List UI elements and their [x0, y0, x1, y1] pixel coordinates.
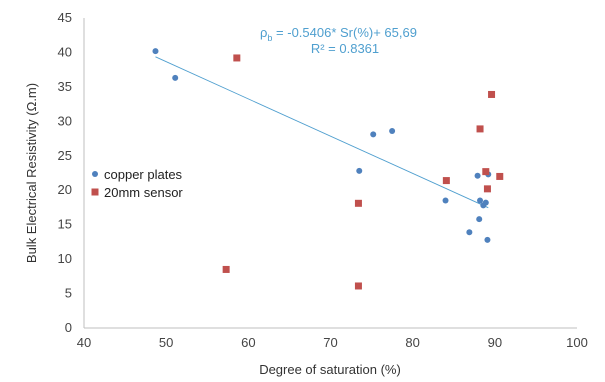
x-tick-label: 70 [323, 335, 337, 350]
point-copper-plates [370, 131, 377, 138]
y-tick-label: 35 [58, 79, 72, 94]
data-markers [152, 48, 504, 290]
point-copper-plates [484, 236, 491, 243]
point-copper-plates [356, 167, 363, 174]
point-20mm-sensor [354, 199, 362, 207]
x-axis-title: Degree of saturation (%) [259, 362, 401, 377]
x-tick-label: 60 [241, 335, 255, 350]
x-tick-label: 100 [566, 335, 588, 350]
y-tick-labels: 0 5 10 15 20 25 30 35 40 45 [58, 10, 72, 335]
point-copper-plates [476, 216, 483, 223]
y-tick-label: 15 [58, 217, 72, 232]
point-copper-plates [389, 127, 396, 134]
legend-label-copper-plates: copper plates [104, 167, 183, 182]
y-tick-label: 0 [65, 320, 72, 335]
y-axis-title: Bulk Electrical Resistivity (Ω.m) [24, 83, 39, 263]
point-20mm-sensor [482, 168, 490, 176]
point-20mm-sensor [354, 282, 362, 290]
r-squared-label: R² = 0.8361 [311, 41, 379, 56]
point-copper-plates [442, 197, 449, 204]
point-copper-plates [466, 229, 473, 236]
point-20mm-sensor [222, 265, 230, 273]
equation-text: = -0.5406* Sr(%)+ 65,69 [272, 25, 417, 40]
equation-symbol: ρ [260, 25, 267, 40]
y-tick-label: 45 [58, 10, 72, 25]
x-tick-labels: 40 50 60 70 80 90 100 [77, 335, 588, 350]
point-20mm-sensor [496, 172, 504, 180]
point-copper-plates [474, 172, 481, 179]
x-tick-label: 90 [488, 335, 502, 350]
plot-area: 40 50 60 70 80 90 100 0 5 10 15 20 25 30 35 40 45 [58, 10, 588, 350]
legend-marker-20mm-sensor [91, 188, 99, 196]
point-20mm-sensor [483, 185, 491, 193]
trendline-equation: ρb = -0.5406* Sr(%)+ 65,69 [260, 25, 417, 43]
y-tick-label: 30 [58, 113, 72, 128]
point-copper-plates [477, 197, 484, 204]
point-copper-plates [172, 74, 179, 81]
x-tick-label: 40 [77, 335, 91, 350]
y-tick-label: 25 [58, 148, 72, 163]
trendline [155, 56, 489, 209]
point-20mm-sensor [488, 90, 496, 98]
legend: copper plates 20mm sensor [91, 167, 183, 200]
y-tick-label: 5 [65, 286, 72, 301]
point-20mm-sensor [233, 54, 241, 62]
x-tick-label: 50 [159, 335, 173, 350]
y-tick-label: 40 [58, 44, 72, 59]
point-copper-plates [152, 48, 159, 55]
point-20mm-sensor [442, 177, 450, 185]
legend-marker-copper-plates [92, 171, 98, 177]
y-tick-label: 20 [58, 182, 72, 197]
equation-subscript: b [267, 33, 272, 43]
legend-label-20mm-sensor: 20mm sensor [104, 185, 183, 200]
y-tick-label: 10 [58, 251, 72, 266]
x-tick-label: 80 [405, 335, 419, 350]
point-copper-plates [482, 199, 489, 206]
point-20mm-sensor [476, 125, 484, 133]
